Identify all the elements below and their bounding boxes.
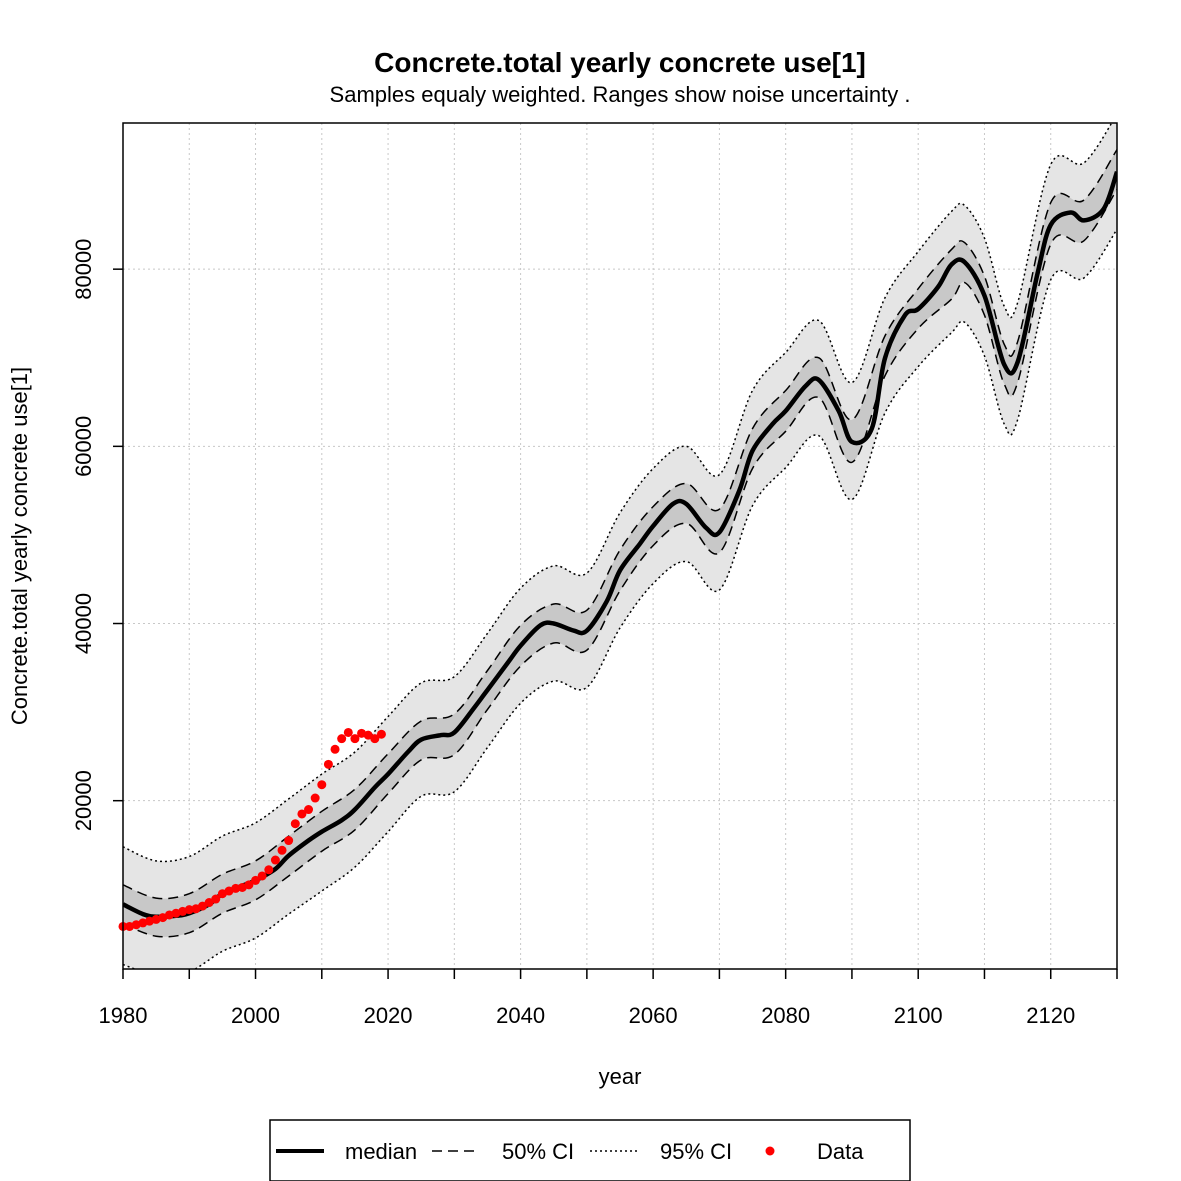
- x-tick-label: 2000: [231, 1003, 280, 1028]
- data-point: [198, 901, 208, 911]
- x-tick-label: 2020: [364, 1003, 413, 1028]
- data-point: [277, 845, 287, 855]
- y-tick-label: 40000: [71, 593, 96, 654]
- ci95-band-layer: [123, 123, 1117, 969]
- data-point: [337, 734, 347, 744]
- data-points-layer: [118, 727, 386, 931]
- legend: median 50% CI 95% CI Data: [269, 1119, 911, 1181]
- data-point: [370, 734, 380, 744]
- data-point: [290, 819, 300, 829]
- ci95-upper-line: [123, 123, 1113, 863]
- x-tick-label: 2100: [894, 1003, 943, 1028]
- y-axis: 20000 40000 60000 80000: [71, 239, 123, 831]
- chart-title: Concrete.total yearly concrete use[1]: [374, 47, 866, 78]
- data-point: [231, 883, 241, 893]
- legend-data-swatch: [765, 1146, 775, 1156]
- legend-median-label: median: [345, 1139, 417, 1164]
- x-tick-label: 2040: [496, 1003, 545, 1028]
- data-point: [211, 894, 221, 904]
- ci50-upper-line: [123, 149, 1117, 900]
- ci95-band: [123, 123, 1117, 969]
- data-point: [270, 855, 280, 865]
- plot-frame: [122, 122, 1118, 970]
- data-point: [251, 875, 261, 885]
- data-point: [330, 744, 340, 754]
- data-point: [343, 727, 353, 737]
- data-point: [297, 809, 307, 819]
- data-point: [310, 793, 320, 803]
- data-point: [257, 871, 267, 881]
- median-line: [123, 170, 1117, 920]
- data-point: [376, 729, 386, 739]
- data-point: [204, 898, 214, 908]
- data-point: [363, 730, 373, 740]
- ci50-lower-line: [123, 188, 1117, 938]
- data-point: [184, 905, 194, 915]
- legend-data-label: Data: [817, 1139, 864, 1164]
- data-point: [244, 880, 254, 890]
- data-point: [264, 865, 274, 875]
- x-axis: 1980 2000 2020 2040 2060 2080 2100 2120: [99, 969, 1118, 1028]
- y-axis-label: Concrete.total yearly concrete use[1]: [7, 367, 32, 725]
- y-tick-label: 80000: [71, 239, 96, 300]
- data-point: [304, 805, 314, 815]
- data-point: [350, 734, 360, 744]
- chart-subtitle: Samples equaly weighted. Ranges show noi…: [330, 82, 911, 107]
- x-tick-label: 1980: [99, 1003, 148, 1028]
- x-tick-label: 2120: [1026, 1003, 1075, 1028]
- x-tick-label: 2060: [629, 1003, 678, 1028]
- y-tick-label: 60000: [71, 416, 96, 477]
- y-tick-label: 20000: [71, 770, 96, 831]
- legend-ci95-label: 95% CI: [660, 1139, 732, 1164]
- x-tick-label: 2080: [761, 1003, 810, 1028]
- x-axis-label: year: [599, 1064, 642, 1089]
- data-point: [284, 836, 294, 846]
- legend-ci50-label: 50% CI: [502, 1139, 574, 1164]
- data-point: [323, 759, 333, 769]
- data-point: [317, 780, 327, 790]
- series-lines-layer: [123, 123, 1117, 969]
